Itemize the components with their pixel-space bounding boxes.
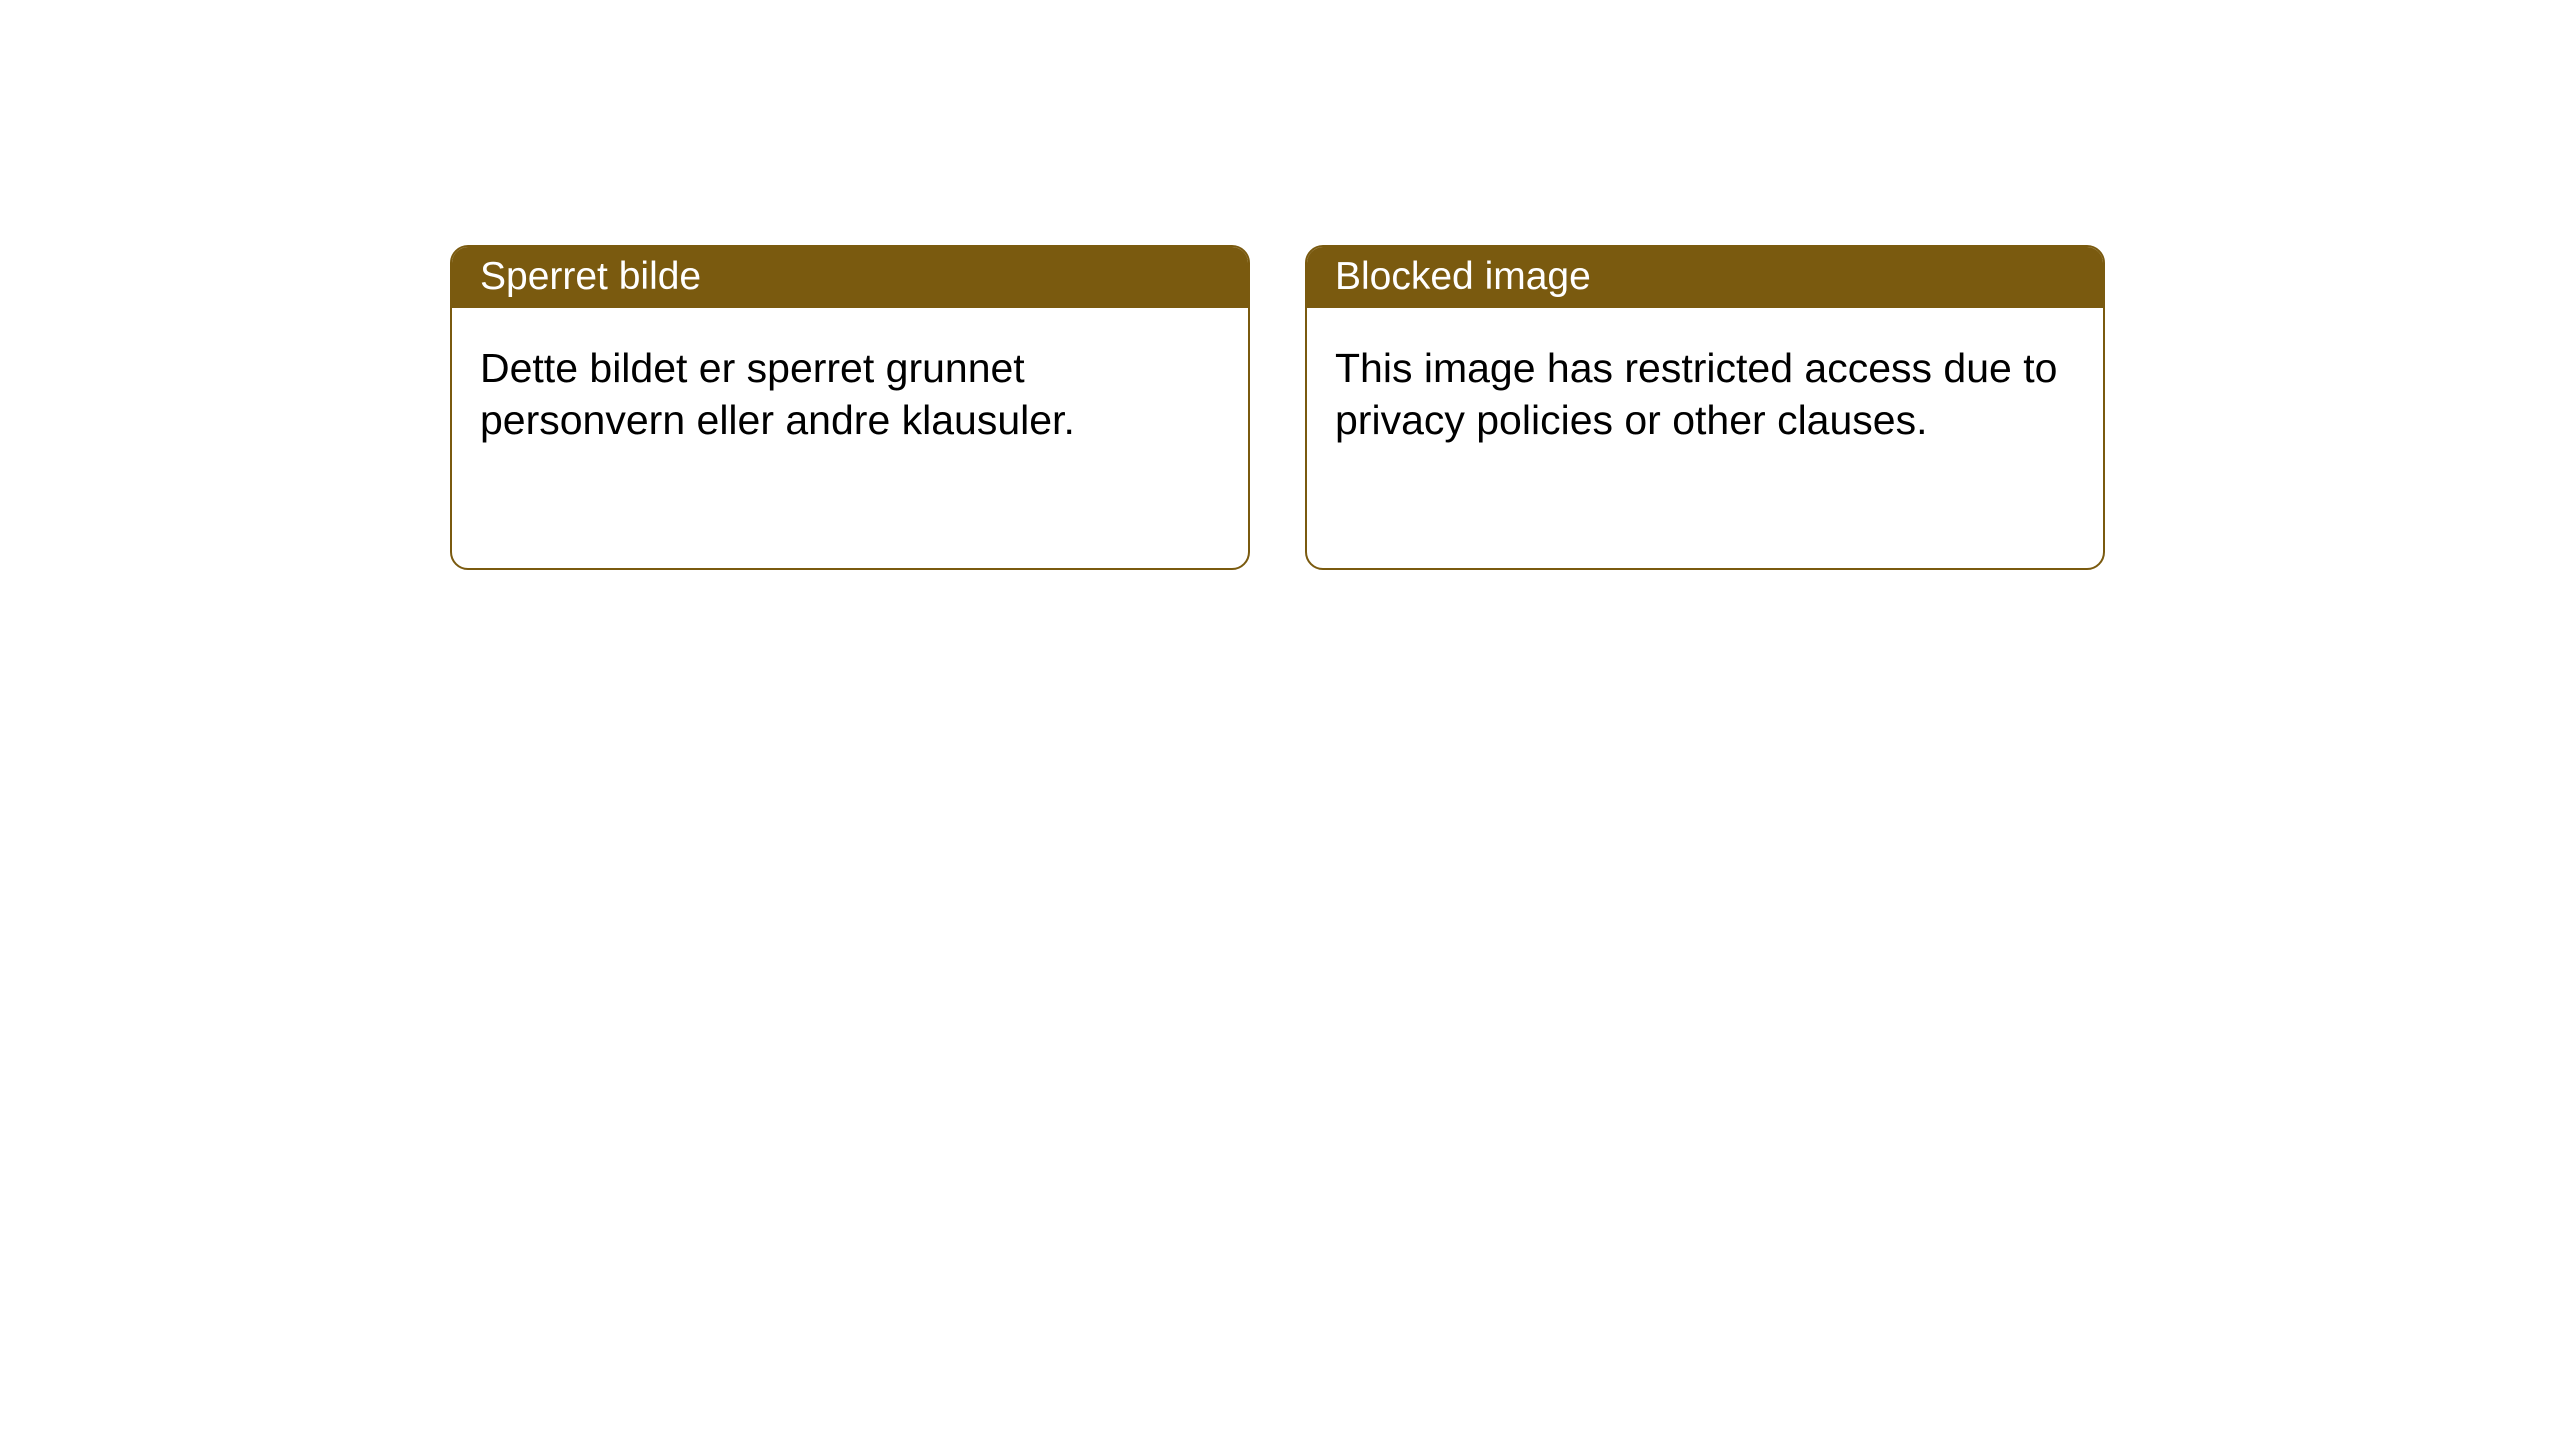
notice-card-body: This image has restricted access due to … [1307,308,2103,568]
notice-card-english: Blocked image This image has restricted … [1305,245,2105,570]
notice-card-title: Sperret bilde [452,247,1248,308]
notice-card-norwegian: Sperret bilde Dette bildet er sperret gr… [450,245,1250,570]
notice-card-body: Dette bildet er sperret grunnet personve… [452,308,1248,568]
notice-container: Sperret bilde Dette bildet er sperret gr… [450,245,2105,570]
notice-card-title: Blocked image [1307,247,2103,308]
